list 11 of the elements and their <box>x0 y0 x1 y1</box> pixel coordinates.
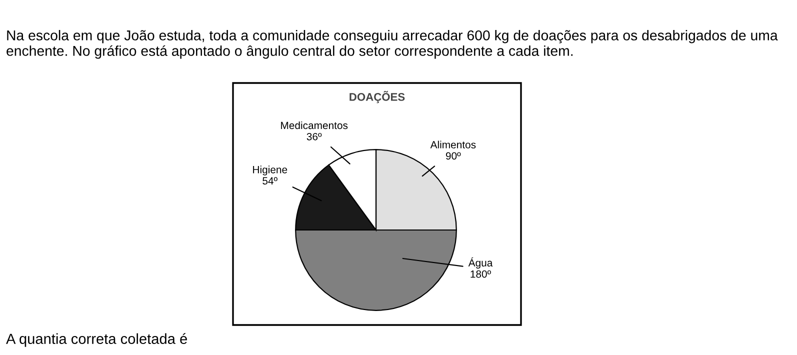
slice-label: Higiene <box>253 166 288 176</box>
slice-label: Alimentos <box>430 140 476 148</box>
data-label: 180º <box>470 270 491 278</box>
text: Na escola em que João estuda, toda a comunidade conseguiu arrecadar 600 kg de doações para os desabrigados de uma enchente. No gráfico está apontado o ângulo central do setor correspondente a cada item. <box>6 30 778 59</box>
text: A quantia correta coletada é <box>6 333 187 347</box>
slice-label: Medicamentos <box>281 121 348 130</box>
data-label: 54º <box>262 177 278 185</box>
chart-title: DOAÇÕES <box>350 90 405 104</box>
data-label: 36º <box>306 132 322 140</box>
data-label: 90º <box>446 152 461 160</box>
slice-label: Água <box>468 257 493 269</box>
